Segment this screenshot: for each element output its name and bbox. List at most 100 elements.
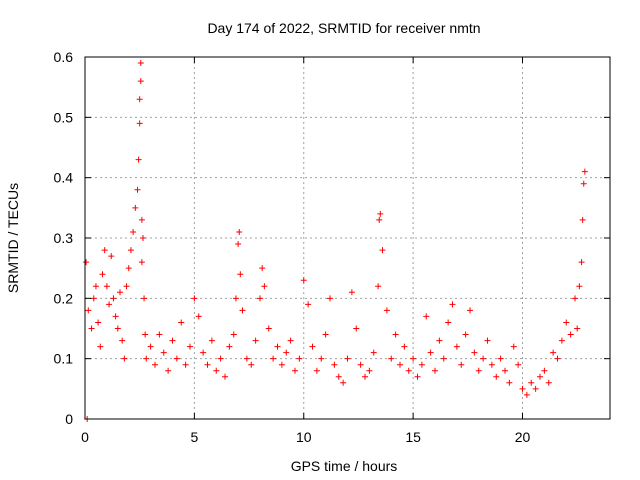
data-point bbox=[440, 355, 447, 362]
data-point bbox=[152, 361, 158, 368]
data-point bbox=[502, 367, 508, 374]
data-point bbox=[576, 283, 583, 290]
data-point bbox=[423, 313, 430, 320]
data-point bbox=[449, 301, 456, 308]
data-point bbox=[370, 349, 377, 356]
data-point bbox=[123, 283, 130, 290]
data-point bbox=[83, 259, 90, 266]
data-point bbox=[558, 337, 565, 344]
data-point bbox=[103, 283, 110, 290]
data-point bbox=[137, 78, 144, 85]
data-point bbox=[340, 379, 347, 386]
data-point bbox=[137, 60, 144, 67]
data-point bbox=[130, 228, 137, 235]
y-tick-label: 0.4 bbox=[54, 170, 74, 186]
data-point bbox=[217, 355, 224, 362]
data-point bbox=[232, 295, 239, 302]
y-axis-label: SRMTID / TECUs bbox=[5, 183, 21, 293]
data-point bbox=[97, 343, 104, 350]
data-point bbox=[445, 319, 452, 326]
data-point bbox=[550, 349, 557, 356]
data-point bbox=[462, 331, 469, 338]
data-point bbox=[580, 180, 587, 187]
data-point bbox=[376, 216, 383, 223]
data-point bbox=[213, 367, 220, 374]
data-point bbox=[397, 361, 403, 368]
data-point bbox=[572, 295, 578, 302]
data-point bbox=[383, 307, 390, 314]
data-point bbox=[110, 295, 117, 302]
data-point bbox=[136, 120, 143, 127]
x-tick-label: 0 bbox=[81, 429, 89, 445]
data-point bbox=[484, 337, 491, 344]
data-point bbox=[101, 247, 108, 254]
data-point bbox=[243, 355, 250, 362]
data-point bbox=[248, 361, 255, 368]
data-point bbox=[147, 343, 154, 350]
data-point bbox=[236, 228, 243, 235]
data-point bbox=[418, 361, 425, 368]
axis-ticks: 0 5 10 15 20 0 0.1 0.2 0.3 0.4 0.5 0.6 bbox=[54, 49, 610, 445]
data-point bbox=[458, 361, 465, 368]
data-point bbox=[200, 349, 207, 356]
data-point bbox=[574, 325, 581, 332]
data-point bbox=[467, 307, 473, 314]
data-point bbox=[335, 373, 342, 380]
data-point bbox=[90, 295, 97, 302]
data-point bbox=[252, 337, 259, 344]
data-point bbox=[132, 204, 139, 211]
data-point bbox=[510, 343, 517, 350]
data-point bbox=[191, 295, 198, 302]
data-point bbox=[532, 385, 539, 392]
x-tick-label: 5 bbox=[190, 429, 198, 445]
data-point bbox=[204, 361, 211, 368]
y-tick-label: 0.1 bbox=[54, 351, 74, 367]
data-point bbox=[237, 271, 244, 278]
data-point bbox=[344, 355, 351, 362]
data-point bbox=[427, 349, 434, 356]
data-point bbox=[579, 216, 586, 223]
data-point bbox=[471, 349, 478, 356]
data-point bbox=[141, 295, 148, 302]
data-point bbox=[261, 283, 268, 290]
data-point bbox=[119, 337, 126, 344]
data-point bbox=[85, 307, 92, 314]
data-point bbox=[187, 343, 193, 350]
data-point bbox=[99, 271, 106, 278]
data-point bbox=[178, 319, 185, 326]
data-point bbox=[287, 337, 294, 344]
data-point bbox=[259, 265, 266, 272]
data-point bbox=[300, 277, 307, 284]
data-point bbox=[357, 361, 364, 368]
data-point bbox=[348, 289, 355, 296]
data-point bbox=[106, 301, 113, 308]
chart-title: Day 174 of 2022, SRMTID for receiver nmt… bbox=[207, 20, 480, 36]
data-point bbox=[182, 361, 189, 368]
data-point bbox=[139, 235, 146, 241]
data-point bbox=[331, 361, 338, 368]
data-point bbox=[405, 367, 412, 374]
data-point bbox=[270, 355, 277, 362]
data-point bbox=[143, 355, 150, 362]
data-point bbox=[160, 349, 167, 356]
data-point bbox=[138, 216, 145, 223]
data-point bbox=[537, 373, 543, 380]
data-point bbox=[436, 337, 443, 344]
data-point bbox=[480, 355, 487, 362]
data-point bbox=[114, 325, 121, 332]
data-point bbox=[125, 265, 132, 272]
data-point bbox=[136, 96, 143, 103]
data-points bbox=[83, 60, 588, 422]
data-point bbox=[541, 367, 548, 374]
data-point bbox=[305, 301, 312, 308]
data-point bbox=[353, 325, 360, 332]
data-point bbox=[156, 331, 163, 338]
y-tick-label: 0.5 bbox=[54, 109, 74, 125]
data-point bbox=[121, 355, 128, 362]
data-point bbox=[401, 343, 408, 350]
x-axis-label: GPS time / hours bbox=[291, 458, 398, 474]
data-point bbox=[375, 283, 382, 290]
data-point bbox=[545, 379, 552, 386]
data-point bbox=[453, 343, 460, 350]
